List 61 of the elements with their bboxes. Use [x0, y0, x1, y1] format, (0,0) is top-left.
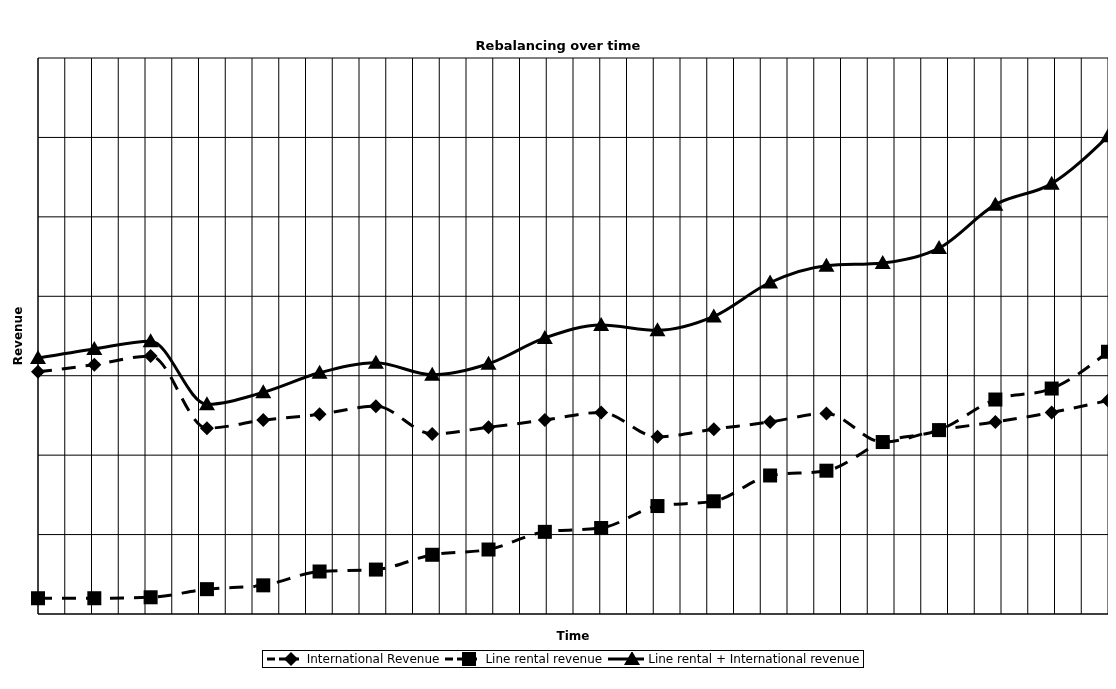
point: [819, 463, 834, 478]
point: [30, 349, 46, 364]
chart-title: Rebalancing over time: [474, 38, 642, 53]
y-axis-title: Revenue: [11, 306, 26, 366]
point: [87, 357, 102, 372]
point: [425, 426, 440, 441]
point: [650, 499, 665, 514]
point: [367, 354, 384, 369]
point: [198, 396, 215, 411]
point: [594, 405, 609, 420]
point: [312, 407, 327, 422]
point: [649, 322, 666, 337]
x-axis-title: Time: [556, 629, 590, 643]
point: [1044, 405, 1059, 420]
point: [875, 435, 890, 450]
point: [706, 422, 721, 437]
point: [537, 413, 552, 428]
point: [763, 414, 778, 429]
point: [480, 355, 497, 370]
point: [368, 399, 383, 414]
point: [988, 414, 1003, 429]
point: [143, 590, 158, 605]
point: [199, 582, 214, 597]
point: [536, 329, 553, 344]
point: [1043, 175, 1060, 190]
point: [142, 333, 159, 348]
point: [1044, 381, 1059, 396]
point: [931, 240, 948, 255]
legend-label: Line rental + International revenue: [648, 652, 860, 666]
point: [537, 524, 552, 539]
point: [818, 257, 835, 272]
point: [256, 413, 271, 428]
point: [86, 340, 103, 355]
point: [143, 349, 158, 364]
point: [593, 317, 610, 332]
point: [424, 366, 441, 381]
point: [706, 494, 721, 509]
point: [481, 420, 496, 435]
point: [932, 423, 947, 438]
point: [987, 196, 1004, 211]
point: [256, 578, 271, 593]
legend-label: International Revenue: [306, 652, 440, 666]
point: [425, 547, 440, 562]
point: [311, 364, 328, 379]
point: [819, 406, 834, 421]
point: [650, 429, 665, 444]
point: [31, 364, 45, 379]
point: [481, 542, 496, 557]
point: [31, 591, 45, 606]
point: [255, 384, 272, 399]
point: [763, 468, 778, 483]
point: [594, 521, 609, 536]
point: [87, 591, 102, 606]
point: [199, 421, 214, 436]
legend-label: Line rental revenue: [485, 652, 603, 666]
point: [988, 392, 1003, 407]
point: [874, 254, 891, 269]
point: [312, 564, 327, 579]
point: [368, 562, 383, 577]
point: [762, 274, 779, 289]
point: [705, 308, 722, 323]
